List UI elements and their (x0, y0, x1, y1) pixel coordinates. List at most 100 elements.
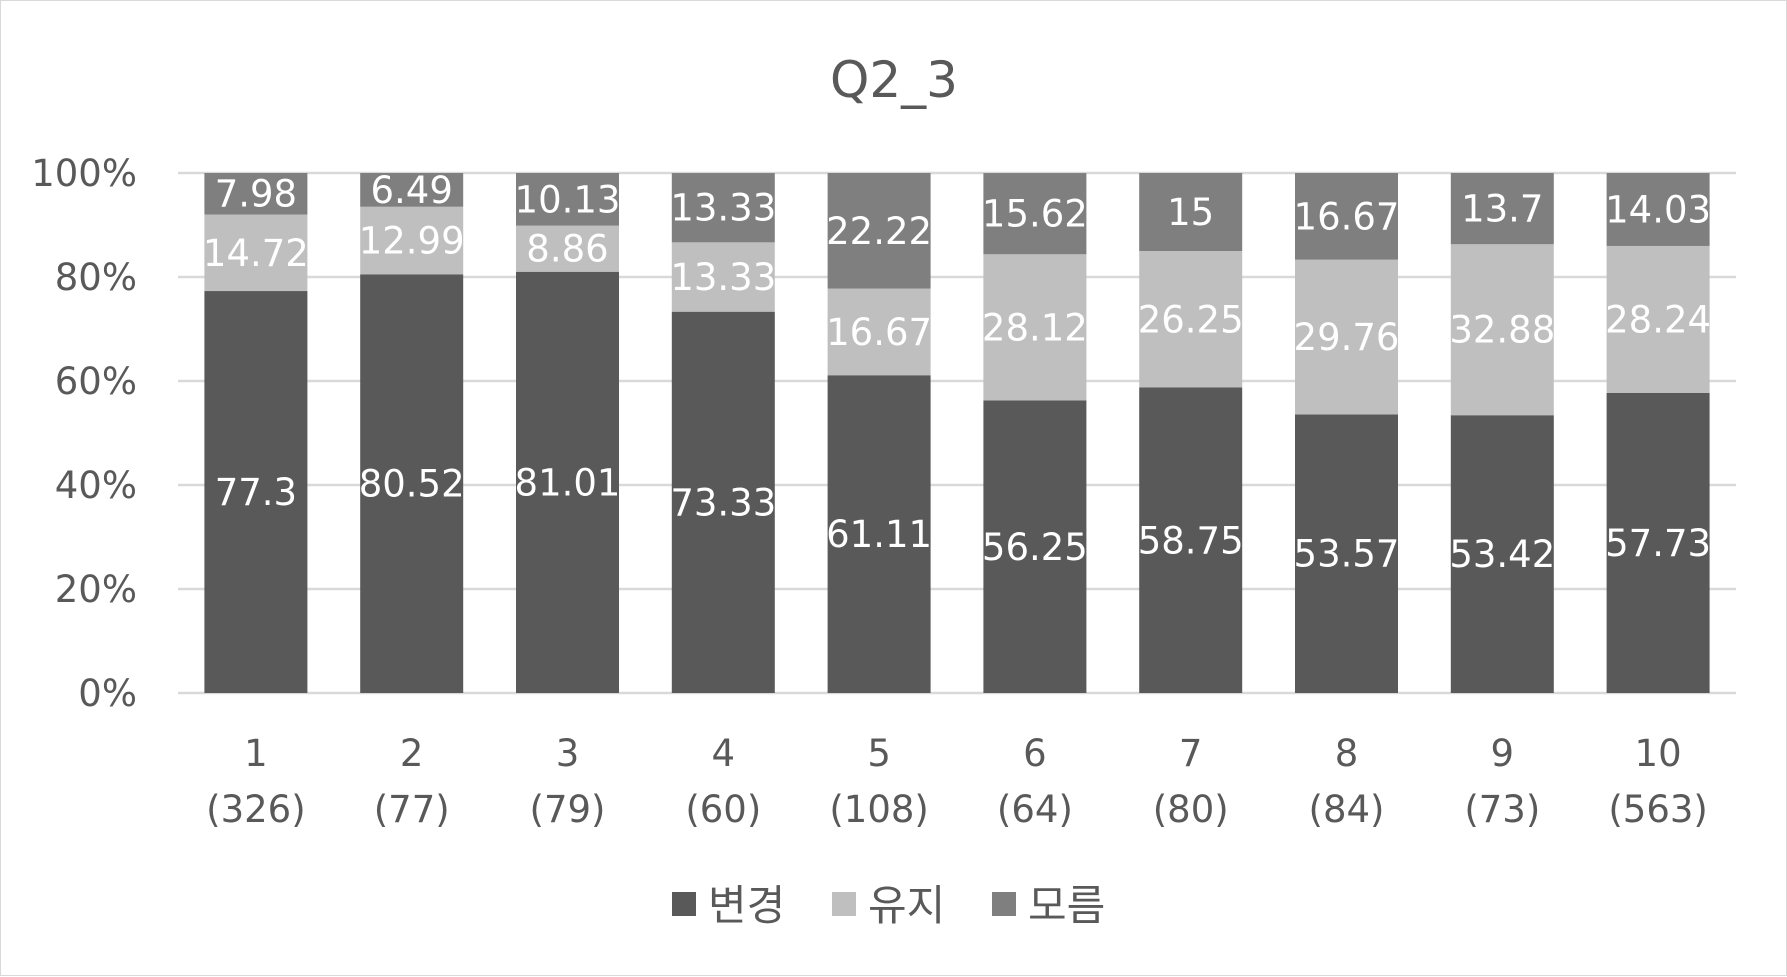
data-label: 6.49 (371, 169, 453, 212)
data-label: 15 (1167, 191, 1214, 234)
x-tick-label: 8 (1335, 732, 1359, 775)
data-label: 58.75 (1138, 519, 1244, 562)
bar-segment (671, 173, 775, 243)
bar-segment (983, 254, 1087, 401)
data-label: 57.73 (1605, 522, 1711, 565)
bar-segment (1295, 259, 1398, 415)
data-label: 61.11 (826, 513, 932, 556)
data-label: 26.25 (1138, 298, 1244, 341)
x-tick-label: 2 (400, 732, 424, 775)
bar-segment (671, 242, 775, 312)
data-label: 53.42 (1449, 533, 1555, 576)
data-label: 16.67 (826, 311, 932, 354)
bar-segment (1295, 414, 1398, 693)
data-label: 13.7 (1461, 188, 1543, 231)
x-tick-label: 1 (244, 732, 268, 775)
data-label: 10.13 (515, 178, 621, 221)
data-label: 7.98 (215, 173, 297, 216)
y-axis-ticks: 0% 20% 40% 60% 80% 100% (31, 152, 137, 715)
data-label: 80.52 (359, 463, 465, 506)
bar-segment (516, 173, 619, 226)
bar-segment (1139, 173, 1243, 251)
chart-title: Q2_3 (830, 51, 958, 109)
bar-segment (1139, 387, 1243, 693)
data-label: 73.33 (670, 481, 776, 524)
data-label: 28.24 (1605, 298, 1711, 341)
legend: 변경 유지 모름 (672, 881, 1105, 930)
legend-label: 유지 (868, 881, 945, 930)
bar-segment (360, 206, 464, 275)
y-tick-label: 100% (31, 152, 137, 195)
x-axis-ticks: 1 (326) 2 (77) 3 (79) 4 (60) 5 (108) 6 (64) 7 (80) 8 (8… (206, 732, 1708, 831)
data-label: 81.01 (515, 461, 621, 504)
data-label: 29.76 (1294, 316, 1400, 359)
x-tick-label: (73) (1464, 788, 1540, 831)
data-label: 56.25 (982, 526, 1088, 569)
bar-segment (516, 225, 619, 272)
bar-segment (204, 291, 308, 693)
bar-segment (1606, 392, 1710, 693)
data-label: 28.12 (982, 306, 1088, 349)
bar-segment (516, 271, 619, 693)
x-tick-label: (64) (997, 788, 1073, 831)
x-tick-label: 4 (712, 732, 736, 775)
data-label: 16.67 (1294, 195, 1400, 238)
x-tick-label: 3 (556, 732, 580, 775)
data-label: 32.88 (1449, 309, 1555, 352)
data-label: 15.62 (982, 193, 1088, 236)
bar-segment (671, 311, 775, 693)
x-tick-label: 10 (1635, 732, 1682, 775)
x-tick-label: (77) (374, 788, 450, 831)
x-tick-label: (563) (1608, 788, 1708, 831)
x-tick-label: (84) (1309, 788, 1385, 831)
bar-segment (983, 173, 1087, 255)
x-tick-label: (80) (1153, 788, 1229, 831)
bar-segment (1450, 173, 1554, 245)
x-tick-label: (326) (206, 788, 306, 831)
data-label: 12.99 (359, 220, 465, 263)
x-tick-label: 9 (1491, 732, 1515, 775)
bar-segment (827, 173, 931, 289)
x-tick-label: (79) (530, 788, 606, 831)
y-tick-label: 80% (55, 256, 137, 299)
bar-segment (1450, 244, 1554, 416)
y-tick-label: 40% (55, 464, 137, 507)
bar-segment (827, 288, 931, 376)
bar-segment (827, 375, 931, 693)
y-tick-label: 0% (78, 672, 137, 715)
x-tick-label: (60) (685, 788, 761, 831)
bar-segment (1139, 251, 1243, 388)
legend-swatch (672, 892, 696, 916)
legend-label: 변경 (708, 881, 785, 930)
data-label: 13.33 (670, 256, 776, 299)
bars (204, 173, 1710, 693)
y-tick-label: 60% (55, 360, 137, 403)
bar-segment (1295, 173, 1398, 260)
x-tick-label: 5 (867, 732, 891, 775)
legend-label: 모름 (1028, 881, 1105, 930)
bar-segment (204, 173, 308, 215)
data-label: 53.57 (1294, 533, 1400, 576)
x-tick-label: (108) (829, 788, 929, 831)
data-label: 8.86 (526, 228, 608, 271)
bar-segment (983, 400, 1087, 693)
data-label: 14.03 (1605, 188, 1711, 231)
legend-swatch (832, 892, 856, 916)
bar-segment (360, 173, 464, 207)
bar-segment (1606, 173, 1710, 246)
x-tick-label: 7 (1179, 732, 1203, 775)
bar-segment (204, 214, 308, 292)
data-labels: 77.3 14.72 7.98 80.52 12.99 6.49 81.01 8.86 10.1… (203, 169, 1711, 576)
data-label: 77.3 (215, 471, 297, 514)
y-tick-label: 20% (55, 568, 137, 611)
bar-segment (1606, 245, 1710, 393)
bar-segment (360, 274, 464, 693)
data-label: 22.22 (826, 210, 932, 253)
x-tick-label: 6 (1023, 732, 1047, 775)
data-label: 13.33 (670, 187, 776, 230)
legend-swatch (992, 892, 1016, 916)
bar-segment (1450, 415, 1554, 693)
data-label: 14.72 (203, 232, 309, 275)
